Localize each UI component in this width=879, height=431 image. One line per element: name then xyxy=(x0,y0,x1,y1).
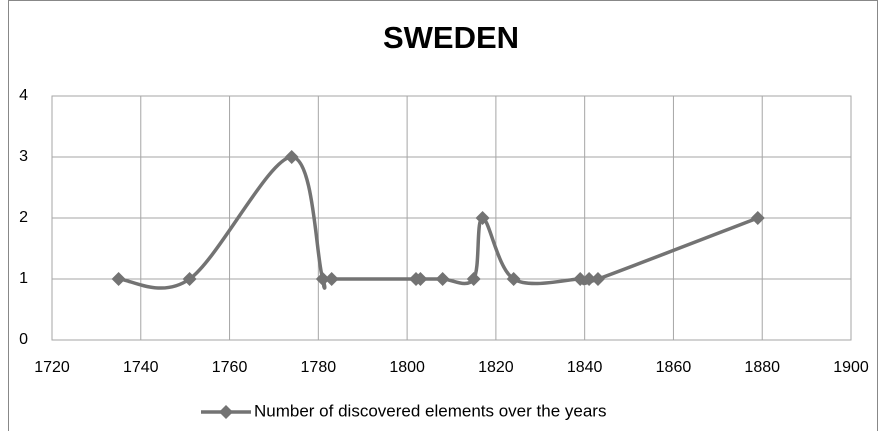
legend-marker xyxy=(219,405,233,419)
marker xyxy=(582,272,597,286)
x-tick-label: 1760 xyxy=(212,359,248,376)
legend-label: Number of discovered elements over the y… xyxy=(254,401,606,420)
marker xyxy=(111,272,126,286)
marker xyxy=(435,272,450,286)
x-tick-label: 1840 xyxy=(567,359,603,376)
marker xyxy=(413,272,428,286)
marker xyxy=(466,272,481,286)
x-tick-label: 1780 xyxy=(301,359,337,376)
y-tick-label: 4 xyxy=(19,87,28,104)
marker xyxy=(315,272,330,286)
x-tick-label: 1800 xyxy=(389,359,425,376)
y-tick-label: 0 xyxy=(19,331,28,348)
marker xyxy=(475,211,490,225)
marker xyxy=(182,272,197,286)
x-tick-label: 1880 xyxy=(744,359,780,376)
x-tick-label: 1860 xyxy=(656,359,692,376)
x-tick-label: 1720 xyxy=(34,359,70,376)
y-tick-label: 3 xyxy=(19,148,28,165)
marker xyxy=(506,272,521,286)
x-tick-label: 1820 xyxy=(478,359,514,376)
y-tick-label: 2 xyxy=(19,209,28,226)
marker xyxy=(573,272,588,286)
marker xyxy=(590,272,605,286)
marker xyxy=(324,272,339,286)
marker xyxy=(284,150,299,164)
marker xyxy=(750,211,765,225)
y-tick-label: 1 xyxy=(19,270,28,287)
x-tick-label: 1900 xyxy=(833,359,869,376)
chart-title: SWEDEN xyxy=(383,20,519,55)
chart-border xyxy=(8,0,878,431)
x-tick-label: 1740 xyxy=(123,359,159,376)
